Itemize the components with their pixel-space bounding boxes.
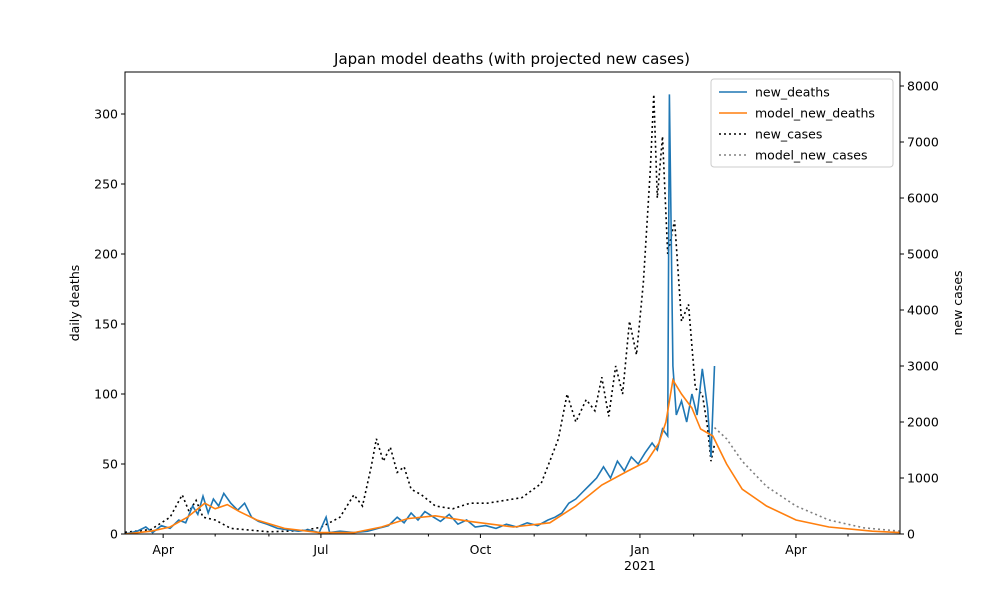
plot-frame [124,71,901,535]
y-tick-label-right: 4000 [907,303,939,318]
y-tick-label-right: 1000 [907,471,939,486]
right-axis: 0 1000 2000 3000 4000 5000 6000 7000 8000 [900,79,939,542]
y-axis-label-left: daily deaths [67,265,82,342]
plot-area [125,94,900,534]
y-tick-label-right: 6000 [907,191,939,206]
x-tick-label: Jan [629,542,649,557]
y-tick-label-left: 200 [94,247,118,262]
y-axis-label-right: new cases [950,270,965,335]
y-tick-label-right: 3000 [907,359,939,374]
series-line-model-new-deaths [125,377,900,534]
y-tick-label-left: 100 [94,387,118,402]
x-tick-label: Apr [152,542,174,557]
left-axis: 0 50 100 150 200 250 300 [94,107,125,542]
legend-label-new-deaths: new_deaths [755,85,830,100]
y-tick-label-left: 50 [102,457,118,472]
y-tick-label-right: 7000 [907,135,939,150]
chart-title: Japan model deaths (with projected new c… [333,50,690,68]
y-tick-label-left: 250 [94,177,118,192]
y-tick-label-right: 8000 [907,79,939,94]
y-tick-label-left: 300 [94,107,118,122]
x-tick-sublabel: 2021 [624,558,656,573]
legend-label-new-cases: new_cases [755,127,822,142]
x-tick-label: Jul [312,542,328,557]
y-tick-label-right: 5000 [907,247,939,262]
series-line-new-deaths [125,94,716,534]
y-tick-label-right: 2000 [907,415,939,430]
y-tick-label-left: 0 [110,527,118,542]
legend-label-model-new-cases: model_new_cases [755,148,868,163]
y-tick-label-right: 0 [907,527,915,542]
x-tick-label: Apr [785,542,807,557]
y-tick-label-left: 150 [94,317,118,332]
series-line-model-new-cases [713,427,900,532]
legend: new_deaths model_new_deaths new_casesmodel… [710,78,894,168]
legend-box [710,78,894,168]
legend-label-model-new-deaths: model_new_deaths [755,106,875,121]
x-tick-label: Oct [470,542,492,557]
